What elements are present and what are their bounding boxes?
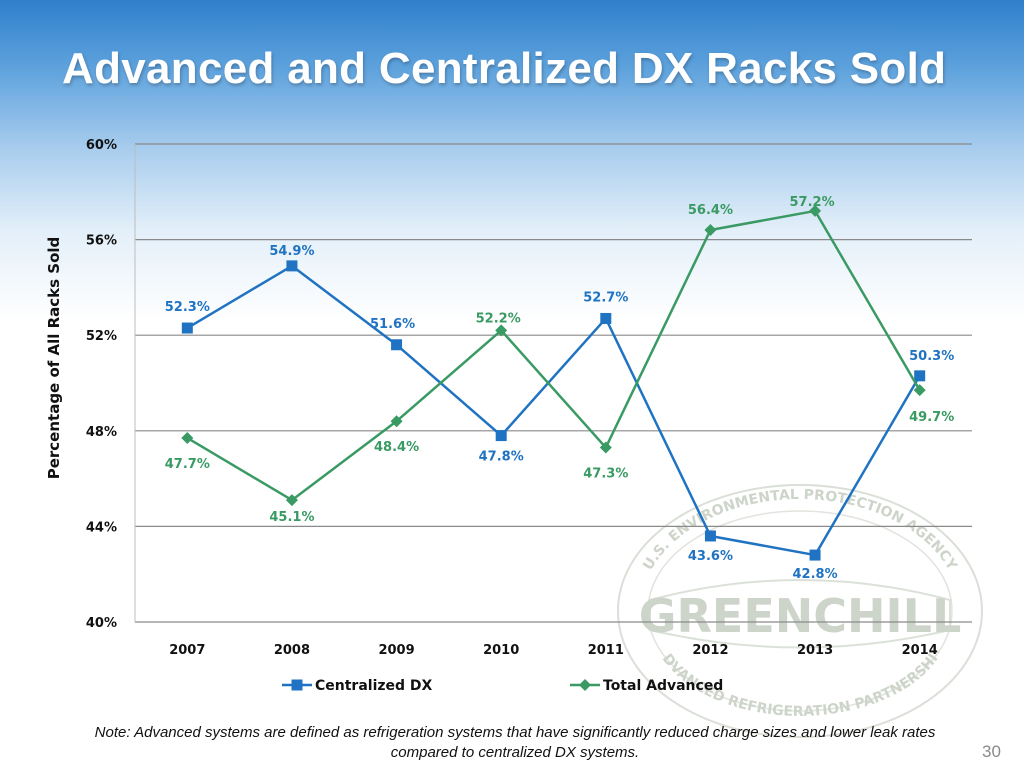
footnote: Note: Advanced systems are defined as re… [94,724,936,761]
point-centralized-dx [391,339,403,351]
point-centralized-dx [704,530,716,542]
y-tick-label: 56% [86,234,117,249]
data-label-total-advanced: 47.3% [583,467,628,482]
data-label-total-advanced: 45.1% [269,510,314,525]
data-label-centralized-dx: 47.8% [479,450,524,465]
y-tick-label: 40% [86,616,117,631]
series-line-total-advanced [186,209,921,502]
data-label-centralized-dx: 43.6% [688,549,733,564]
x-tick-label: 2014 [902,643,938,658]
point-total-advanced [809,204,822,217]
point-total-advanced [390,415,403,428]
point-total-advanced [285,494,298,507]
point-centralized-dx [291,679,303,691]
gridlines [134,143,972,623]
data-label-centralized-dx: 51.6% [370,317,415,332]
x-tick-label: 2011 [588,643,624,658]
data-label-centralized-dx: 52.3% [165,300,210,315]
page-number: 30 [982,742,1001,761]
slide-title: Advanced and Centralized DX Racks Sold [62,44,947,93]
x-tick-label: 2009 [378,643,414,658]
point-centralized-dx [600,312,612,324]
x-tick-label: 2008 [274,643,310,658]
series-line-centralized-dx [186,264,921,557]
point-total-advanced [181,431,194,444]
legend-label-total-advanced: Total Advanced [603,678,723,694]
point-centralized-dx [495,430,507,442]
data-label-centralized-dx: 54.9% [269,244,314,259]
x-tick-label: 2007 [169,643,205,658]
greenchill-watermark-logo: GREENCHILL U.S. ENVIRONMENTAL PROTECTION… [0,0,983,738]
x-tick-label: 2010 [483,643,519,658]
data-label-total-advanced: 57.2% [790,195,835,210]
point-centralized-dx [286,260,298,272]
data-labels: 52.3% 54.9% 51.6% 47.8% 52.7% 43.6% 42.8% 50.3%… [165,195,954,582]
y-tick-label: 60% [86,138,117,153]
data-label-total-advanced: 48.4% [374,440,419,455]
y-axis-ticks: 40% 44% 48% 52% 56% 60% [86,138,117,631]
data-label-centralized-dx: 50.3% [909,349,954,364]
data-label-total-advanced: 49.7% [909,410,954,425]
point-centralized-dx [181,322,193,334]
data-label-total-advanced: 52.2% [476,311,521,326]
watermark-logo-text: GREENCHILL [639,589,962,643]
data-label-centralized-dx: 52.7% [583,290,628,305]
y-tick-label: 52% [86,329,117,344]
x-axis-ticks: 2007 2008 2009 2010 2011 2012 2013 2014 [169,643,938,658]
legend: Centralized DX Total Advanced [282,678,723,694]
point-total-advanced [913,384,926,397]
x-tick-label: 2013 [797,643,833,658]
point-total-advanced [599,441,612,454]
series-layer [181,204,926,561]
y-tick-label: 48% [86,425,117,440]
data-label-total-advanced: 56.4% [688,203,733,218]
point-total-advanced [704,224,717,237]
point-total-advanced [495,324,508,337]
y-axis-label: Percentage of All Racks Sold [45,237,63,480]
y-tick-label: 44% [86,520,117,535]
x-tick-label: 2012 [692,643,728,658]
point-centralized-dx [809,549,821,561]
legend-label-centralized-dx: Centralized DX [315,678,433,694]
data-label-centralized-dx: 42.8% [793,567,838,582]
point-centralized-dx [914,370,926,382]
data-label-total-advanced: 47.7% [165,457,210,472]
point-total-advanced [579,679,591,691]
